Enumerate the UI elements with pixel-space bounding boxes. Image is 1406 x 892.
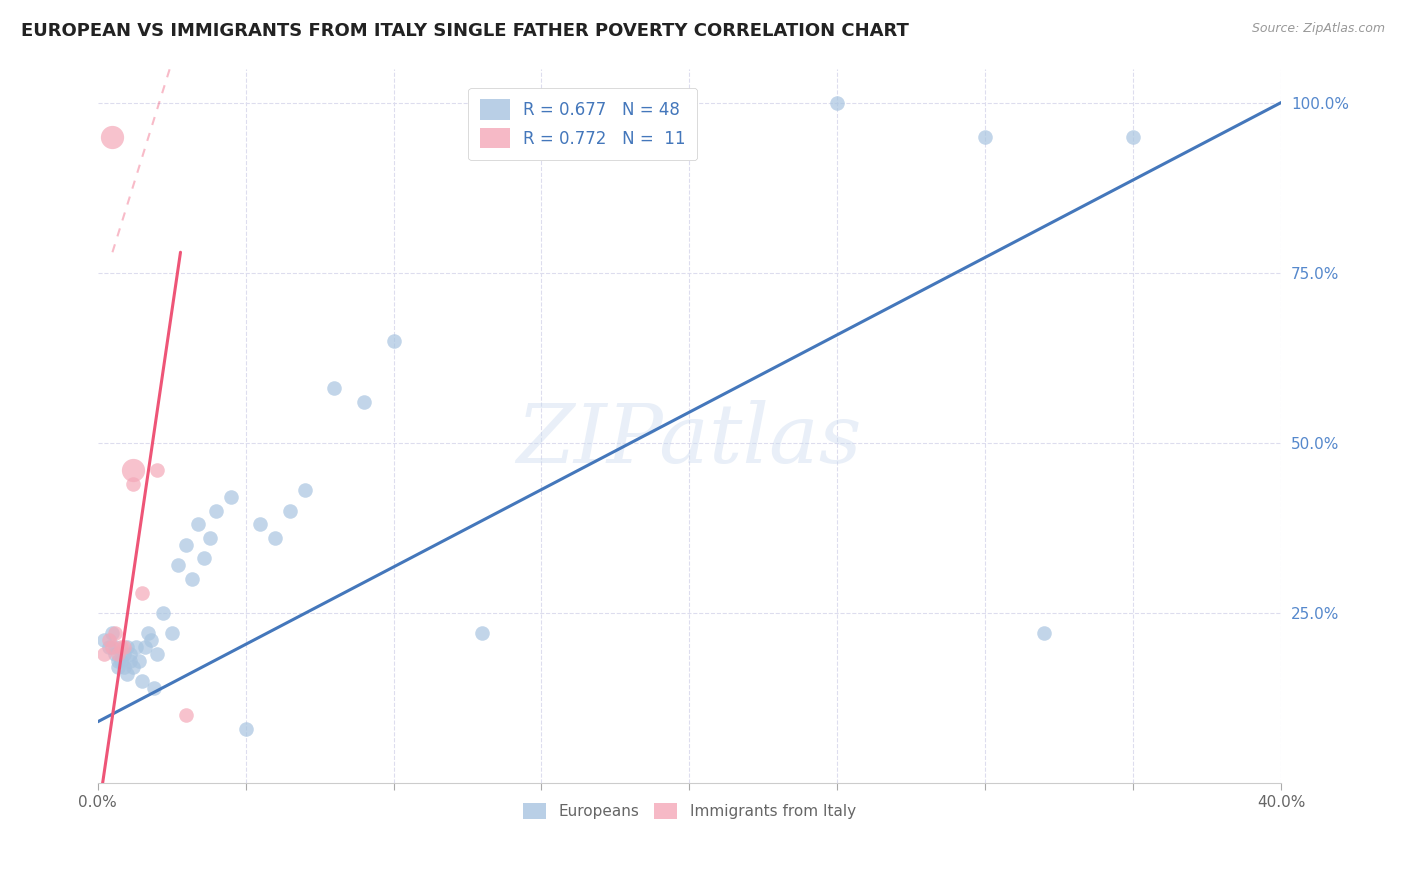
Point <box>323 381 346 395</box>
Point <box>112 647 135 661</box>
Legend: Europeans, Immigrants from Italy: Europeans, Immigrants from Italy <box>517 797 862 825</box>
Point <box>131 673 153 688</box>
Point <box>146 463 169 477</box>
Point <box>98 633 121 648</box>
Point <box>112 660 135 674</box>
Point <box>107 654 129 668</box>
Point <box>101 129 124 144</box>
Point <box>353 395 375 409</box>
Point <box>125 640 148 654</box>
Point <box>107 660 129 674</box>
Point <box>104 640 127 654</box>
Point <box>278 504 301 518</box>
Point <box>235 722 257 736</box>
Point <box>101 640 124 654</box>
Point <box>198 531 221 545</box>
Text: EUROPEAN VS IMMIGRANTS FROM ITALY SINGLE FATHER POVERTY CORRELATION CHART: EUROPEAN VS IMMIGRANTS FROM ITALY SINGLE… <box>21 22 908 40</box>
Point <box>104 647 127 661</box>
Point <box>471 626 494 640</box>
Point <box>219 490 242 504</box>
Point <box>678 129 700 144</box>
Point <box>827 95 849 110</box>
Point <box>104 626 127 640</box>
Point <box>294 483 316 498</box>
Point <box>122 660 145 674</box>
Point <box>120 647 142 661</box>
Point <box>107 647 129 661</box>
Point <box>122 476 145 491</box>
Point <box>101 626 124 640</box>
Point <box>110 640 132 654</box>
Point <box>187 517 209 532</box>
Point <box>142 681 165 695</box>
Point <box>98 640 121 654</box>
Point <box>193 551 215 566</box>
Point <box>112 640 135 654</box>
Point <box>176 708 198 723</box>
Text: Source: ZipAtlas.com: Source: ZipAtlas.com <box>1251 22 1385 36</box>
Point <box>128 654 150 668</box>
Point <box>160 626 183 640</box>
Point <box>589 129 612 144</box>
Point <box>139 633 162 648</box>
Point <box>146 647 169 661</box>
Point <box>122 463 145 477</box>
Point <box>115 667 138 681</box>
Point <box>974 129 997 144</box>
Point <box>110 654 132 668</box>
Point <box>93 633 115 648</box>
Point <box>131 585 153 599</box>
Point <box>115 640 138 654</box>
Point <box>249 517 271 532</box>
Point <box>181 572 204 586</box>
Point <box>264 531 287 545</box>
Text: ZIPatlas: ZIPatlas <box>516 401 862 480</box>
Point <box>1122 129 1144 144</box>
Point <box>1033 626 1056 640</box>
Point <box>166 558 188 573</box>
Point <box>136 626 159 640</box>
Point <box>134 640 156 654</box>
Point <box>205 504 228 518</box>
Point <box>382 334 405 348</box>
Point <box>93 647 115 661</box>
Point <box>152 606 174 620</box>
Point <box>120 654 142 668</box>
Point <box>176 538 198 552</box>
